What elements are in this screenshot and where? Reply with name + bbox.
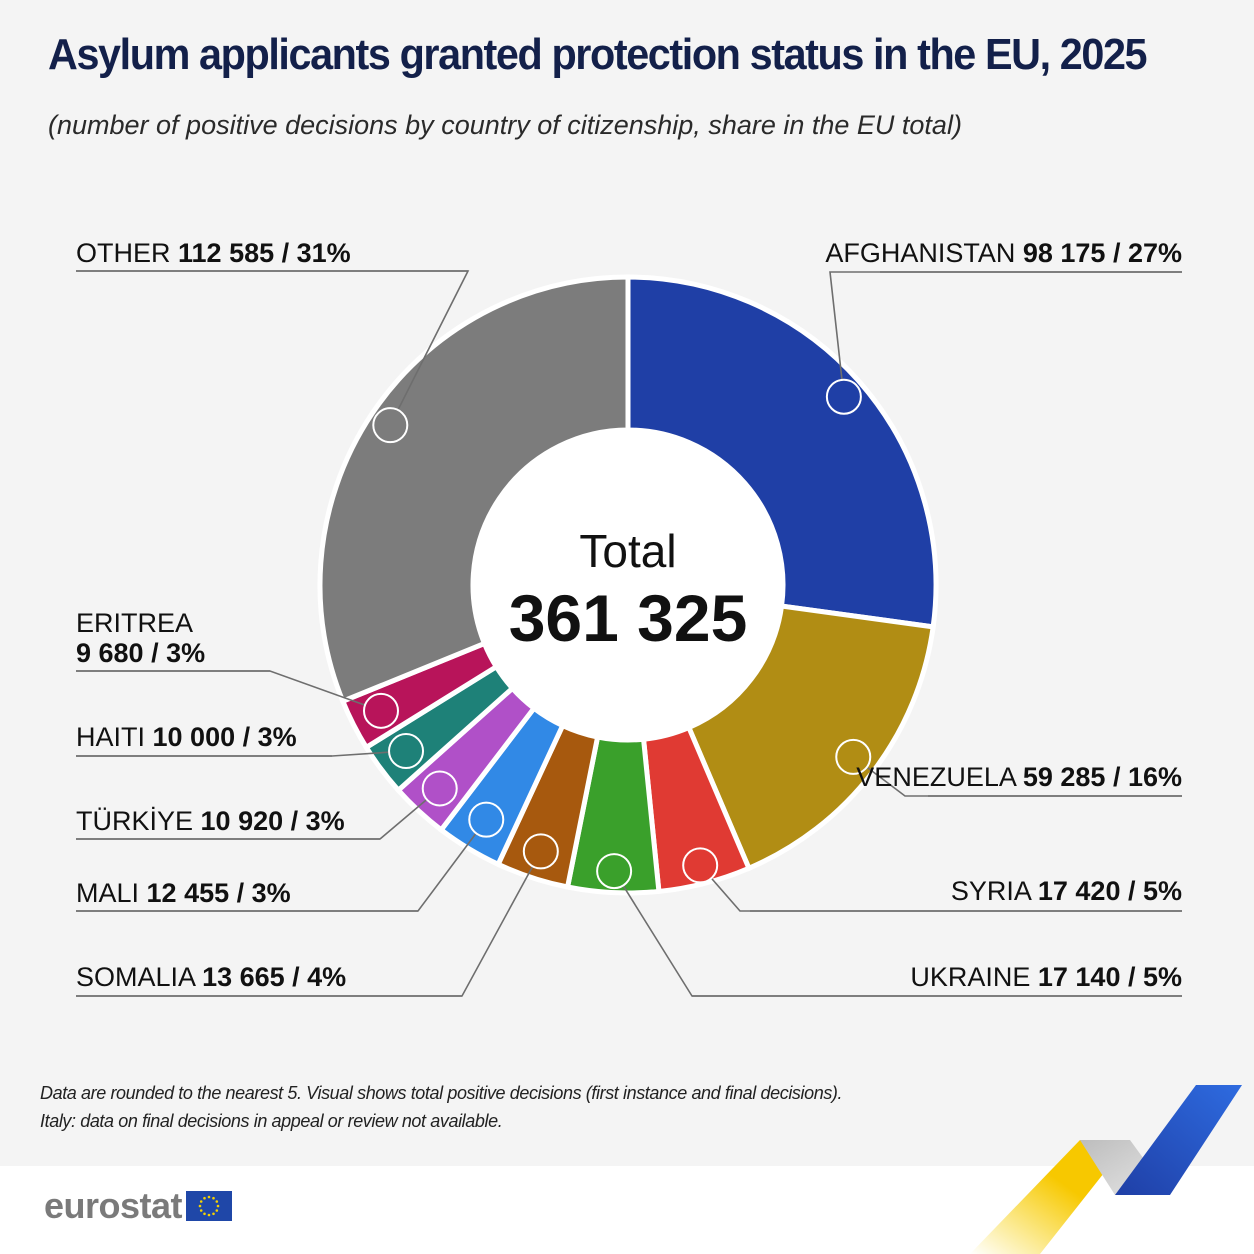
label-somalia: SOMALIA 13 665 / 4% xyxy=(76,962,346,992)
label-other: OTHER 112 585 / 31% xyxy=(76,238,351,268)
eu-star xyxy=(216,1204,220,1208)
label-ukraine: UKRAINE 17 140 / 5% xyxy=(910,962,1182,992)
eu-star xyxy=(215,1200,219,1203)
eu-star xyxy=(207,1195,211,1199)
donut-slices xyxy=(317,274,939,896)
eu-star xyxy=(207,1213,211,1217)
slice-marker-venezuela xyxy=(835,738,872,775)
slice-other xyxy=(317,274,631,705)
donut-chart: AFGHANISTAN 98 175 / 27% VENEZUELA 59 285… xyxy=(76,238,1182,997)
footnote-rounding: Data are rounded to the nearest 5. Visua… xyxy=(40,1083,843,1103)
ribbon-blue xyxy=(1115,1085,1242,1195)
eu-star xyxy=(198,1204,202,1208)
donut-center xyxy=(475,432,781,738)
leader-lines xyxy=(76,270,1182,997)
chart-subtitle: (number of positive decisions by country… xyxy=(48,110,962,140)
eu-star xyxy=(212,1196,215,1200)
center-label: Total xyxy=(579,525,676,577)
label-venezuela: VENEZUELA 59 285 / 16% xyxy=(856,762,1182,792)
ribbon-yellow xyxy=(970,1140,1130,1254)
chart-title: Asylum applicants granted protection sta… xyxy=(48,30,1148,79)
logo-wordmark: eurostat xyxy=(44,1185,183,1226)
slice-afghanistan xyxy=(625,274,939,630)
footnote-italy: Italy: data on final decisions in appeal… xyxy=(40,1111,503,1131)
slice-marker-somalia xyxy=(522,833,559,870)
slice-venezuela xyxy=(685,603,936,872)
eu-flag-icon xyxy=(186,1191,233,1221)
slice-marker-haiti xyxy=(388,733,425,770)
slice-labels: AFGHANISTAN 98 175 / 27% VENEZUELA 59 285… xyxy=(76,238,1182,992)
slice-markers xyxy=(363,378,872,890)
eu-star xyxy=(215,1209,219,1212)
label-name-eritrea: ERITREA xyxy=(76,608,193,638)
eu-star xyxy=(203,1196,206,1200)
label-value-eritrea: 9 680 / 3% xyxy=(76,638,205,668)
slice-marker-turkiye xyxy=(421,770,458,807)
center-total-value: 361 325 xyxy=(509,581,748,655)
slice-marker-afghanistan xyxy=(825,378,862,415)
label-syria: SYRIA 17 420 / 5% xyxy=(951,876,1182,906)
eurostat-logo: eurostat xyxy=(44,1185,233,1226)
eu-star xyxy=(203,1212,206,1216)
label-afghanistan: AFGHANISTAN 98 175 / 27% xyxy=(825,238,1182,268)
eu-star xyxy=(199,1200,203,1203)
eu-star xyxy=(212,1212,215,1216)
slice-marker-ukraine xyxy=(596,853,633,890)
slice-marker-eritrea xyxy=(363,692,400,729)
slice-marker-syria xyxy=(682,847,719,884)
slice-marker-other xyxy=(372,407,409,444)
eu-star xyxy=(199,1209,203,1212)
label-turkiye: TÜRKİYE 10 920 / 3% xyxy=(76,805,345,836)
label-haiti: HAITI 10 000 / 3% xyxy=(76,722,297,752)
slice-marker-mali xyxy=(468,801,505,838)
label-mali: MALI 12 455 / 3% xyxy=(76,878,291,908)
